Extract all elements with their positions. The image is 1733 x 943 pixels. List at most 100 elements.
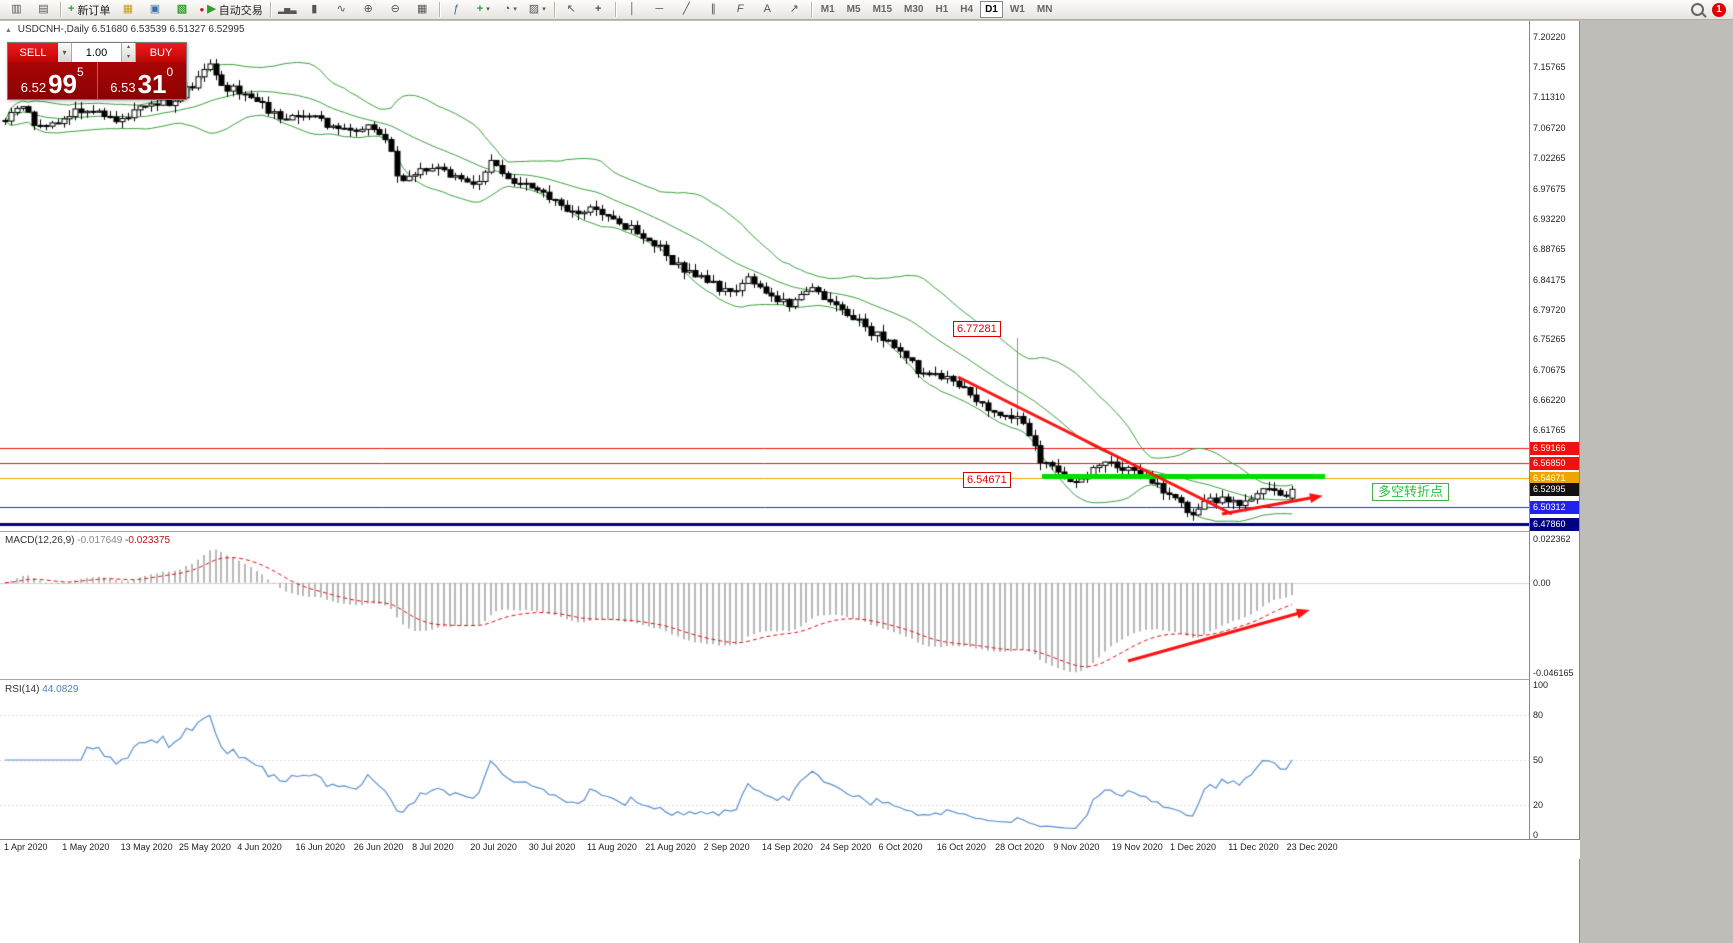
periods-button[interactable]: ◔ ▾ [497,0,524,19]
autotrading-dot-icon: ● [199,4,205,14]
date-label: 14 Sep 2020 [761,842,813,852]
date-label: 1 May 2020 [62,842,110,852]
rsi-value: 44.0829 [42,684,79,695]
swing-high-label[interactable]: 6.77281 [953,321,1001,337]
timeframe-h1[interactable]: H1 [935,4,949,15]
price-tag: 6.54671 [1530,472,1579,486]
date-label: 21 Aug 2020 [645,842,696,852]
ohlc-values: 6.51680 6.53539 6.51327 6.52995 [91,24,245,35]
bid-price[interactable]: 6.52 99 5 [8,62,98,99]
chart-window: ▲ USDCNH-,Daily 6.51680 6.53539 6.51327 … [0,21,1580,943]
macd-canvas[interactable] [0,533,1529,679]
zoom-in-button[interactable]: ⊕ [355,0,382,19]
timeframe-m15[interactable]: M15 [872,4,893,15]
navigator-button[interactable]: ▧ [168,0,195,19]
date-label: 16 Jun 2020 [295,842,346,852]
autotrading-play-icon: ▶ [207,3,216,15]
buy-button[interactable]: BUY [136,43,186,62]
add-indicator-icon: + [476,3,484,15]
notification-badge[interactable]: 1 [1712,2,1726,17]
trendline-button[interactable]: ╱ [673,0,700,19]
vertical-line-icon: │ [628,3,636,15]
timeframe-h4[interactable]: H4 [960,4,974,15]
volume-dropdown[interactable]: ▾ [58,43,72,62]
zoom-out-button[interactable]: ⊖ [382,0,409,19]
timeframe-m1[interactable]: M1 [820,4,835,15]
search-icon[interactable] [1691,3,1704,16]
date-label: 13 May 2020 [120,842,173,852]
price-scale[interactable] [1529,21,1579,839]
data-window-button[interactable]: ▣ [141,0,168,19]
indicators-button[interactable]: ƒ [443,0,470,19]
bid-price-prefix: 6.52 [20,79,47,95]
rsi-tick: 100 [1533,680,1549,690]
date-label: 9 Nov 2020 [1053,842,1100,852]
autotrading-button[interactable]: ● ▶ 自动交易 [195,0,266,19]
date-label: 19 Nov 2020 [1111,842,1163,852]
time-scale[interactable] [0,839,1580,859]
date-label: 30 Jul 2020 [528,842,576,852]
rsi-canvas[interactable] [0,681,1529,839]
profiles-button[interactable]: ▤ [30,0,57,19]
vertical-line-button[interactable]: │ [619,0,646,19]
navigator-icon: ▧ [176,3,188,15]
ask-price-point: 0 [166,65,174,79]
toolbar-right-group: 1 [1691,2,1730,17]
macd-main-value: -0.017649 [77,535,123,546]
channel-button[interactable]: ∥ [700,0,727,19]
ask-price[interactable]: 6.53 31 0 [98,62,187,99]
timeframe-d1[interactable]: D1 [980,1,1003,18]
crosshair-button[interactable]: + [585,0,612,19]
line-chart-button[interactable]: ∿ [328,0,355,19]
support-price-label[interactable]: 6.54671 [963,472,1011,488]
price-tick: 6.79720 [1533,304,1566,315]
chart-window-button[interactable]: ▥ [3,0,30,19]
turning-point-label[interactable]: 多空转折点 [1372,483,1450,501]
bar-chart-button[interactable]: ▂▅▃ [274,0,301,19]
price-tag: 6.56850 [1530,457,1579,471]
new-order-label: 新订单 [77,4,111,17]
timeframe-mn[interactable]: MN [1036,4,1053,15]
date-label: 16 Oct 2020 [936,842,986,852]
price-tick: 6.97675 [1533,183,1566,194]
date-label: 23 Dec 2020 [1286,842,1338,852]
bid-price-pips: 99 [48,68,78,99]
price-tag: 6.47860 [1530,517,1579,531]
volume-increase-button[interactable]: ▴ [126,44,130,50]
date-label: 8 Jul 2020 [412,842,454,852]
panel-separator[interactable] [0,679,1529,680]
volume-input[interactable] [72,43,122,62]
chart-title: ▲ USDCNH-,Daily 6.51680 6.53539 6.51327 … [5,24,245,35]
price-tick: 6.84175 [1533,274,1566,285]
arrows-tool-button[interactable]: ↗ [781,0,808,19]
rsi-name: RSI(14) [5,684,40,695]
tile-windows-button[interactable]: ▦ [409,0,436,19]
panel-separator[interactable] [0,531,1529,532]
market-watch-button[interactable]: ▦ [114,0,141,19]
new-order-button[interactable]: + 新订单 [64,0,114,19]
text-tool-button[interactable]: A [754,0,781,19]
price-tag: 6.50312 [1530,501,1579,515]
candle-chart-button[interactable]: ▮ [301,0,328,19]
templates-button[interactable]: ▨ ▾ [524,0,551,19]
date-label: 4 Jun 2020 [237,842,282,852]
timeframe-m5[interactable]: M5 [846,4,861,15]
timeframe-w1[interactable]: W1 [1009,4,1025,15]
timeframe-m30[interactable]: M30 [904,4,924,15]
macd-name: MACD(12,26,9) [5,535,75,546]
sell-button[interactable]: SELL [8,43,58,62]
price-tick: 7.06720 [1533,122,1566,133]
horizontal-line-button[interactable]: ─ [646,0,673,19]
add-indicator-button[interactable]: + ▾ [470,0,497,19]
main-chart-canvas[interactable] [0,21,1529,531]
fibonacci-button[interactable]: F [727,0,754,19]
date-label: 26 Jun 2020 [353,842,404,852]
macd-signal-value: -0.023375 [125,535,171,546]
crosshair-icon: + [595,3,602,15]
toolbar-separator [553,2,555,17]
chevron-down-icon: ▾ [513,6,517,13]
cursor-button[interactable]: ↖ [558,0,585,19]
volume-decrease-button[interactable]: ▾ [126,53,130,60]
text-tool-icon: A [763,3,771,15]
fibonacci-icon: F [736,3,744,15]
